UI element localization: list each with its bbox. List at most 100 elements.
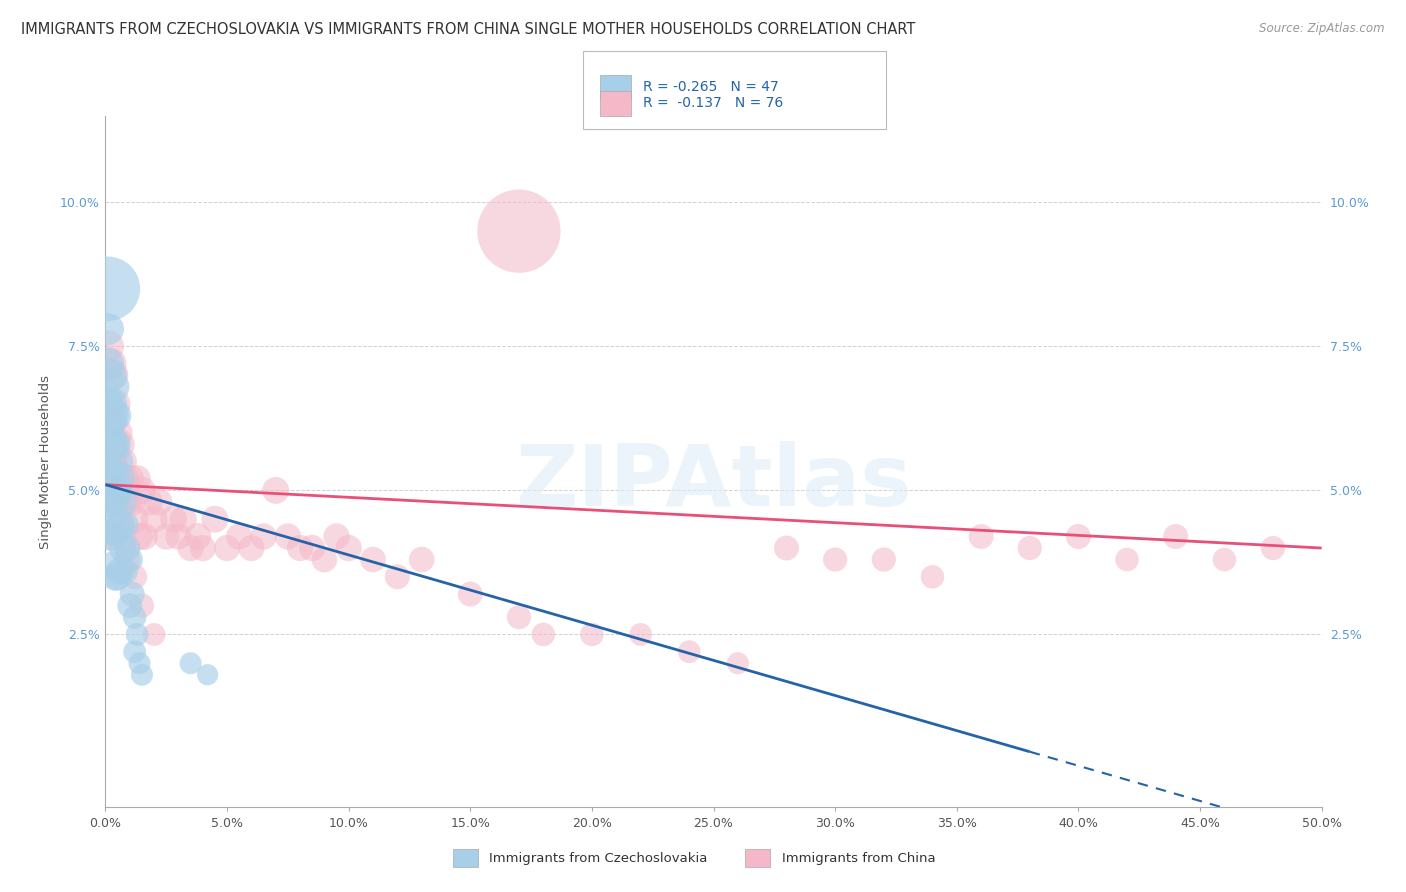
Point [104, 437, 127, 451]
Point [131, 599, 153, 613]
Point [101, 437, 124, 451]
Point [191, 541, 214, 555]
Point [97, 425, 120, 440]
Point [104, 570, 127, 584]
Point [921, 570, 943, 584]
Point [288, 541, 311, 555]
Point [104, 472, 127, 486]
Point [97, 357, 120, 371]
Point [117, 541, 139, 555]
Point [277, 529, 299, 543]
Point [134, 529, 156, 543]
Point [1164, 529, 1187, 543]
Point [970, 529, 993, 543]
Point [143, 627, 166, 641]
Point [531, 627, 554, 641]
Point [824, 552, 846, 566]
Point [121, 587, 143, 601]
Point [98, 357, 121, 371]
Point [107, 495, 129, 509]
Point [104, 397, 127, 411]
Point [131, 667, 153, 681]
Point [111, 495, 134, 509]
Point [124, 645, 146, 659]
Point [101, 409, 124, 423]
Text: R = -0.265   N = 47: R = -0.265 N = 47 [643, 80, 779, 95]
Point [104, 524, 127, 538]
Point [325, 529, 347, 543]
Point [114, 564, 136, 578]
Point [101, 466, 124, 480]
Text: Immigrants from China: Immigrants from China [782, 852, 935, 864]
Text: Immigrants from Czechoslovakia: Immigrants from Czechoslovakia [489, 852, 707, 864]
Point [197, 667, 219, 681]
Point [107, 570, 129, 584]
Point [228, 529, 250, 543]
Point [508, 610, 530, 624]
Point [873, 552, 896, 566]
Point [1018, 541, 1040, 555]
Point [97, 339, 120, 353]
Point [97, 397, 120, 411]
Point [118, 552, 141, 566]
Point [101, 368, 124, 383]
Point [111, 541, 134, 555]
Point [678, 645, 700, 659]
Point [97, 282, 120, 296]
Point [107, 495, 129, 509]
Point [108, 518, 131, 533]
Point [98, 414, 121, 428]
Point [217, 541, 239, 555]
Point [98, 495, 121, 509]
Point [128, 657, 150, 671]
Point [411, 552, 433, 566]
Text: IMMIGRANTS FROM CZECHOSLOVAKIA VS IMMIGRANTS FROM CHINA SINGLE MOTHER HOUSEHOLDS: IMMIGRANTS FROM CZECHOSLOVAKIA VS IMMIGR… [21, 22, 915, 37]
Point [111, 455, 134, 469]
Point [124, 512, 146, 526]
Point [101, 529, 124, 543]
Point [118, 472, 141, 486]
Point [508, 224, 530, 238]
Point [107, 455, 129, 469]
Point [301, 541, 323, 555]
Point [1116, 552, 1139, 566]
Point [114, 518, 136, 533]
Point [108, 437, 131, 451]
Point [101, 380, 124, 394]
Point [180, 657, 202, 671]
Point [108, 564, 131, 578]
Point [314, 552, 336, 566]
Point [458, 587, 481, 601]
Point [204, 512, 226, 526]
Point [131, 483, 153, 498]
Point [98, 466, 121, 480]
Point [104, 409, 127, 423]
Point [124, 570, 146, 584]
Point [117, 552, 139, 566]
Point [98, 368, 121, 383]
Point [107, 524, 129, 538]
Point [101, 529, 124, 543]
Point [107, 425, 129, 440]
Point [775, 541, 797, 555]
Point [114, 472, 136, 486]
Point [101, 455, 124, 469]
Text: R =  -0.137   N = 76: R = -0.137 N = 76 [643, 96, 783, 111]
Point [172, 512, 194, 526]
Point [104, 483, 127, 498]
Point [97, 495, 120, 509]
Point [167, 529, 190, 543]
Point [252, 529, 274, 543]
Point [98, 414, 121, 428]
Point [125, 472, 148, 486]
Point [101, 455, 124, 469]
Point [240, 541, 263, 555]
Point [111, 529, 134, 543]
Point [727, 657, 749, 671]
Text: ZIPAtlas: ZIPAtlas [515, 441, 912, 524]
Text: Source: ZipAtlas.com: Source: ZipAtlas.com [1260, 22, 1385, 36]
Point [125, 627, 148, 641]
Y-axis label: Single Mother Households: Single Mother Households [39, 375, 52, 549]
Point [162, 512, 184, 526]
Point [387, 570, 409, 584]
